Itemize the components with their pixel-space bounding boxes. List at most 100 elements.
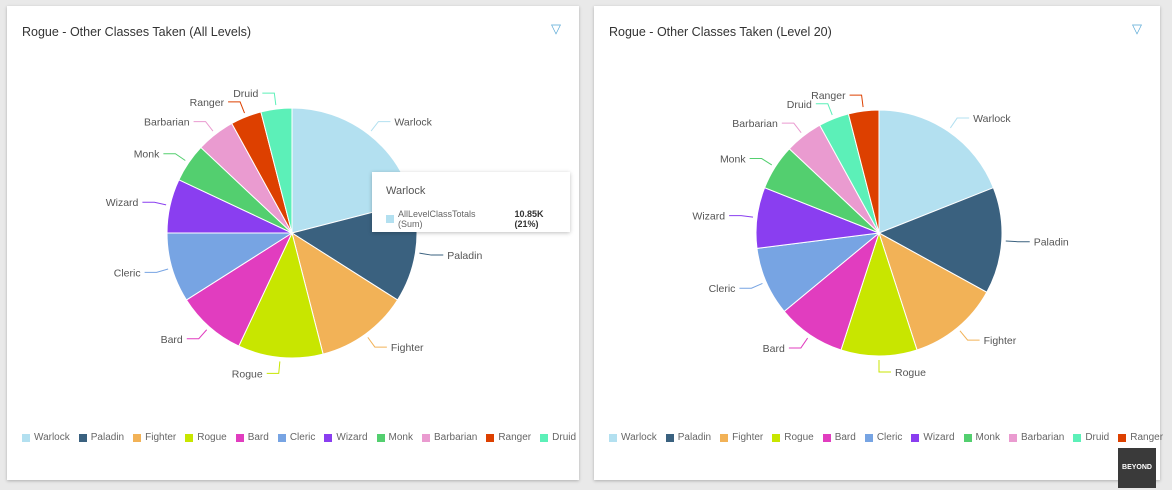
leader-line	[262, 92, 277, 106]
legend-label: Bard	[834, 432, 856, 443]
pie-chart: Warlock Paladin Fighter Rogue Bard Cleric Wiza…	[692, 90, 1068, 379]
data-label: Druid	[787, 99, 812, 111]
legend-item[interactable]: Paladin	[78, 432, 125, 443]
data-label: Monk	[720, 154, 746, 166]
legend: Warlock Paladin Fighter Rogue Bard Cleric Wiza…	[22, 432, 576, 443]
tooltip-measure: AllLevelClassTotals (Sum)	[398, 209, 476, 229]
data-label: Wizard	[106, 197, 139, 209]
legend-label: Fighter	[145, 432, 177, 443]
legend-item[interactable]: Warlock	[609, 432, 657, 443]
pie-chart: Warlock Paladin Fighter Rogue Bard Cleric Wiza…	[106, 88, 483, 380]
legend-swatch	[963, 433, 972, 442]
data-label: Paladin	[447, 250, 482, 262]
data-label: Bard	[161, 334, 183, 346]
leader-line	[959, 330, 980, 341]
legend-label: Cleric	[289, 432, 316, 443]
legend: Warlock Paladin Fighter Rogue Bard Cleric Wiza…	[609, 432, 1163, 443]
tooltip-value: 10.85K (21%)	[514, 209, 544, 229]
data-label: Barbarian	[144, 117, 190, 129]
leader-line	[228, 101, 245, 114]
legend-swatch	[22, 433, 30, 442]
legend-item[interactable]: Monk	[376, 432, 413, 443]
legend-item[interactable]: Cleric	[864, 432, 903, 443]
pie-slice-fighter[interactable]	[291, 231, 399, 355]
legend-swatch	[324, 433, 333, 442]
legend-item[interactable]: Cleric	[277, 432, 316, 443]
leader-line	[749, 158, 773, 166]
legend-item[interactable]: Barbarian	[421, 432, 478, 443]
leader-line	[729, 215, 754, 218]
legend-swatch	[665, 433, 674, 442]
legend-item[interactable]: Druid	[540, 432, 576, 443]
legend-swatch	[822, 433, 831, 442]
pie-slice-warlock[interactable]	[878, 109, 995, 234]
legend-item[interactable]: Rogue	[772, 432, 814, 443]
leader-line	[419, 252, 444, 256]
legend-label: Barbarian	[1020, 432, 1065, 443]
legend-item[interactable]: Ranger	[486, 432, 531, 443]
chart-title: Rogue - Other Classes Taken (All Levels)	[22, 25, 252, 39]
funnel-icon[interactable]: ▽	[551, 21, 561, 36]
legend-item[interactable]: Druid	[1073, 432, 1109, 443]
leader-line	[739, 282, 763, 289]
legend-swatch	[609, 433, 617, 442]
leader-line	[781, 122, 802, 133]
legend-label: Bard	[247, 432, 269, 443]
leader-line	[788, 337, 809, 349]
legend-item[interactable]: Bard	[235, 432, 269, 443]
chart-card-all-levels: Rogue - Other Classes Taken (All Levels)…	[7, 6, 579, 480]
chart-title: Rogue - Other Classes Taken (Level 20)	[609, 25, 832, 39]
legend-label: Druid	[1085, 432, 1110, 443]
legend-swatch	[772, 433, 781, 442]
legend-swatch	[720, 433, 729, 442]
legend-label: Monk	[975, 432, 1000, 443]
leader-line	[266, 361, 281, 374]
legend-label: Paladin	[90, 432, 125, 443]
pie-slice-paladin[interactable]	[877, 187, 1003, 293]
data-label: Wizard	[692, 211, 725, 223]
leader-line	[186, 329, 208, 340]
legend-label: Cleric	[876, 432, 903, 443]
beyond-logo: BEYOND	[1118, 448, 1156, 488]
legend-label: Fighter	[732, 432, 764, 443]
pie-slice-fighter[interactable]	[878, 231, 988, 351]
legend-item[interactable]: Wizard	[324, 432, 368, 443]
legend-label: Warlock	[34, 432, 70, 443]
legend-item[interactable]: Rogue	[185, 432, 227, 443]
legend-label: Druid	[552, 432, 577, 443]
legend-item[interactable]: Warlock	[22, 432, 70, 443]
data-label: Bard	[763, 343, 785, 355]
legend-item[interactable]: Fighter	[133, 432, 176, 443]
legend-swatch	[540, 433, 549, 442]
leader-line	[142, 201, 167, 206]
legend-item[interactable]: Bard	[822, 432, 856, 443]
legend-item[interactable]: Fighter	[720, 432, 763, 443]
legend-item[interactable]: Paladin	[665, 432, 711, 443]
funnel-icon[interactable]: ▽	[1132, 21, 1142, 36]
pie-slice-rogue[interactable]	[238, 231, 324, 359]
data-label: Barbarian	[732, 118, 778, 130]
legend-label: Barbarian	[433, 432, 478, 443]
legend-item[interactable]: Monk	[963, 432, 1000, 443]
tooltip: Warlock AllLevelClassTotals (Sum) 10.85K …	[372, 172, 570, 232]
pie-slice-rogue[interactable]	[840, 231, 918, 357]
leader-line	[949, 117, 970, 129]
pie-slice-ranger[interactable]	[847, 109, 880, 234]
data-label: Fighter	[984, 335, 1017, 347]
legend-swatch	[277, 433, 286, 442]
legend-item[interactable]: Barbarian	[1008, 432, 1065, 443]
pie-slice-druid[interactable]	[260, 107, 293, 234]
data-label: Cleric	[709, 283, 736, 295]
legend-item[interactable]: Wizard	[911, 432, 955, 443]
data-label: Cleric	[114, 267, 141, 279]
data-label: Rogue	[895, 367, 926, 379]
leader-line	[193, 121, 214, 132]
data-label: Fighter	[391, 342, 424, 354]
legend-swatch	[1118, 433, 1127, 442]
leader-line	[1005, 240, 1030, 243]
tooltip-swatch	[386, 215, 394, 223]
data-label: Ranger	[811, 90, 846, 102]
legend-item[interactable]: Ranger	[1118, 432, 1163, 443]
legend-swatch	[486, 433, 495, 442]
legend-label: Ranger	[1130, 432, 1164, 443]
